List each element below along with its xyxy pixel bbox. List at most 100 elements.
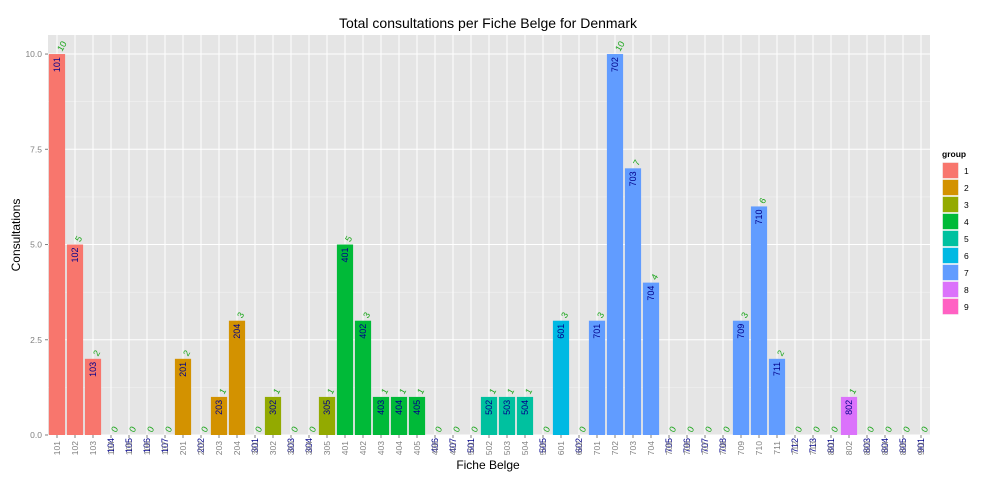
bar-label-301: 301 — [250, 438, 260, 453]
bar-label-706: 706 — [682, 438, 692, 453]
x-tick-label: 302 — [268, 441, 278, 455]
bar-503 — [498, 396, 516, 435]
value-label-201: 2 — [181, 348, 192, 357]
legend: group 1 2 3 4 5 6 7 8 9 — [941, 149, 969, 316]
bar-label-702: 702 — [610, 57, 620, 72]
y-axis-title: Consultations — [9, 199, 23, 272]
value-label-204: 3 — [235, 310, 246, 319]
x-tick-label: 101 — [52, 441, 62, 455]
bar-704 — [642, 282, 660, 435]
bar-405 — [408, 396, 426, 435]
value-label-103: 2 — [91, 348, 102, 357]
value-label-502: 1 — [487, 387, 498, 396]
x-axis-title: Fiche Belge — [456, 458, 520, 472]
x-tick-label: 501 — [466, 441, 476, 455]
bar-label-106: 106 — [142, 438, 152, 453]
x-tick-label: 202 — [196, 441, 206, 455]
bar-label-402: 402 — [358, 324, 368, 339]
legend-label-1: 1 — [964, 166, 969, 176]
bar-601 — [552, 320, 570, 435]
x-tick-label: 708 — [718, 441, 728, 455]
bar-label-502: 502 — [484, 400, 494, 415]
bar-label-707: 707 — [700, 438, 710, 453]
legend-label-6: 6 — [964, 251, 969, 261]
x-tick-label: 504 — [520, 441, 530, 455]
bar-401 — [336, 244, 354, 435]
value-label-803: 0 — [865, 425, 876, 434]
value-label-403: 1 — [379, 387, 390, 396]
bar-label-704: 704 — [646, 286, 656, 301]
legend-label-8: 8 — [964, 285, 969, 295]
x-tick-label: 204 — [232, 441, 242, 455]
legend-swatch-2 — [942, 179, 959, 196]
bars — [48, 54, 858, 436]
x-tick-label: 301 — [250, 441, 260, 455]
y-tick-label: 10.0 — [25, 49, 42, 59]
value-label-105: 0 — [127, 425, 138, 434]
bar-label-107: 107 — [160, 438, 170, 453]
bar-label-710: 710 — [754, 209, 764, 224]
legend-swatch-5 — [942, 230, 959, 247]
x-tick-label: 713 — [808, 441, 818, 455]
x-tick-label: 706 — [682, 441, 692, 455]
legend-label-3: 3 — [964, 200, 969, 210]
bar-label-204: 204 — [232, 324, 242, 339]
bar-label-404: 404 — [394, 400, 404, 415]
value-label-601: 3 — [559, 310, 570, 319]
legend-swatch-3 — [942, 196, 959, 213]
y-tick-label: 5.0 — [30, 240, 42, 250]
bar-403 — [372, 396, 390, 435]
x-tick-label: 402 — [358, 441, 368, 455]
x-axis-ticks: 101 102 103 104 105 106 107 201 202 203 204 301 302 3… — [52, 435, 926, 455]
bar-label-104: 104 — [106, 438, 116, 453]
bar-label-503: 503 — [502, 400, 512, 415]
legend-swatch-8 — [942, 281, 959, 298]
value-label-501: 0 — [469, 425, 480, 434]
x-tick-label: 403 — [376, 441, 386, 455]
chart-title: Total consultations per Fiche Belge for … — [339, 15, 638, 31]
bar-label-405: 405 — [412, 400, 422, 415]
x-tick-label: 106 — [142, 441, 152, 455]
legend-label-9: 9 — [964, 302, 969, 312]
bar-502 — [480, 396, 498, 435]
bar-label-713: 713 — [808, 438, 818, 453]
bar-label-407: 407 — [448, 438, 458, 453]
value-label-711: 2 — [775, 348, 786, 357]
value-label-104: 0 — [109, 425, 120, 434]
bar-label-101: 101 — [52, 57, 62, 72]
bar-label-201: 201 — [178, 362, 188, 377]
x-tick-label: 712 — [790, 441, 800, 455]
bar-label-711: 711 — [772, 362, 782, 376]
legend-swatch-4 — [942, 213, 959, 230]
value-label-709: 3 — [739, 310, 750, 319]
x-tick-label: 305 — [322, 441, 332, 455]
bar-102 — [66, 244, 84, 435]
bar-label-403: 403 — [376, 400, 386, 415]
bar-label-305: 305 — [322, 400, 332, 415]
value-label-710: 6 — [757, 196, 768, 205]
bar-label-801: 801 — [826, 438, 836, 453]
x-tick-label: 802 — [844, 441, 854, 455]
bar-label-504: 504 — [520, 400, 530, 415]
y-tick-label: 2.5 — [30, 335, 42, 345]
value-label-702: 10 — [613, 39, 627, 53]
x-tick-label: 702 — [610, 441, 620, 455]
value-label-101: 10 — [55, 39, 69, 53]
bar-404 — [390, 396, 408, 435]
value-label-102: 5 — [73, 234, 84, 243]
x-tick-label: 703 — [628, 441, 638, 455]
legend-label-5: 5 — [964, 234, 969, 244]
y-tick-label: 0.0 — [30, 430, 42, 440]
bar-709 — [732, 320, 750, 435]
legend-title: group — [942, 149, 966, 159]
x-tick-label: 710 — [754, 441, 764, 455]
bar-label-303: 303 — [286, 438, 296, 453]
x-tick-label: 701 — [592, 441, 602, 455]
bar-label-102: 102 — [70, 248, 80, 263]
bar-label-105: 105 — [124, 438, 134, 453]
bar-701 — [588, 320, 606, 435]
bar-710 — [750, 206, 768, 435]
bar-label-601: 601 — [556, 324, 566, 339]
x-tick-label: 107 — [160, 441, 170, 455]
